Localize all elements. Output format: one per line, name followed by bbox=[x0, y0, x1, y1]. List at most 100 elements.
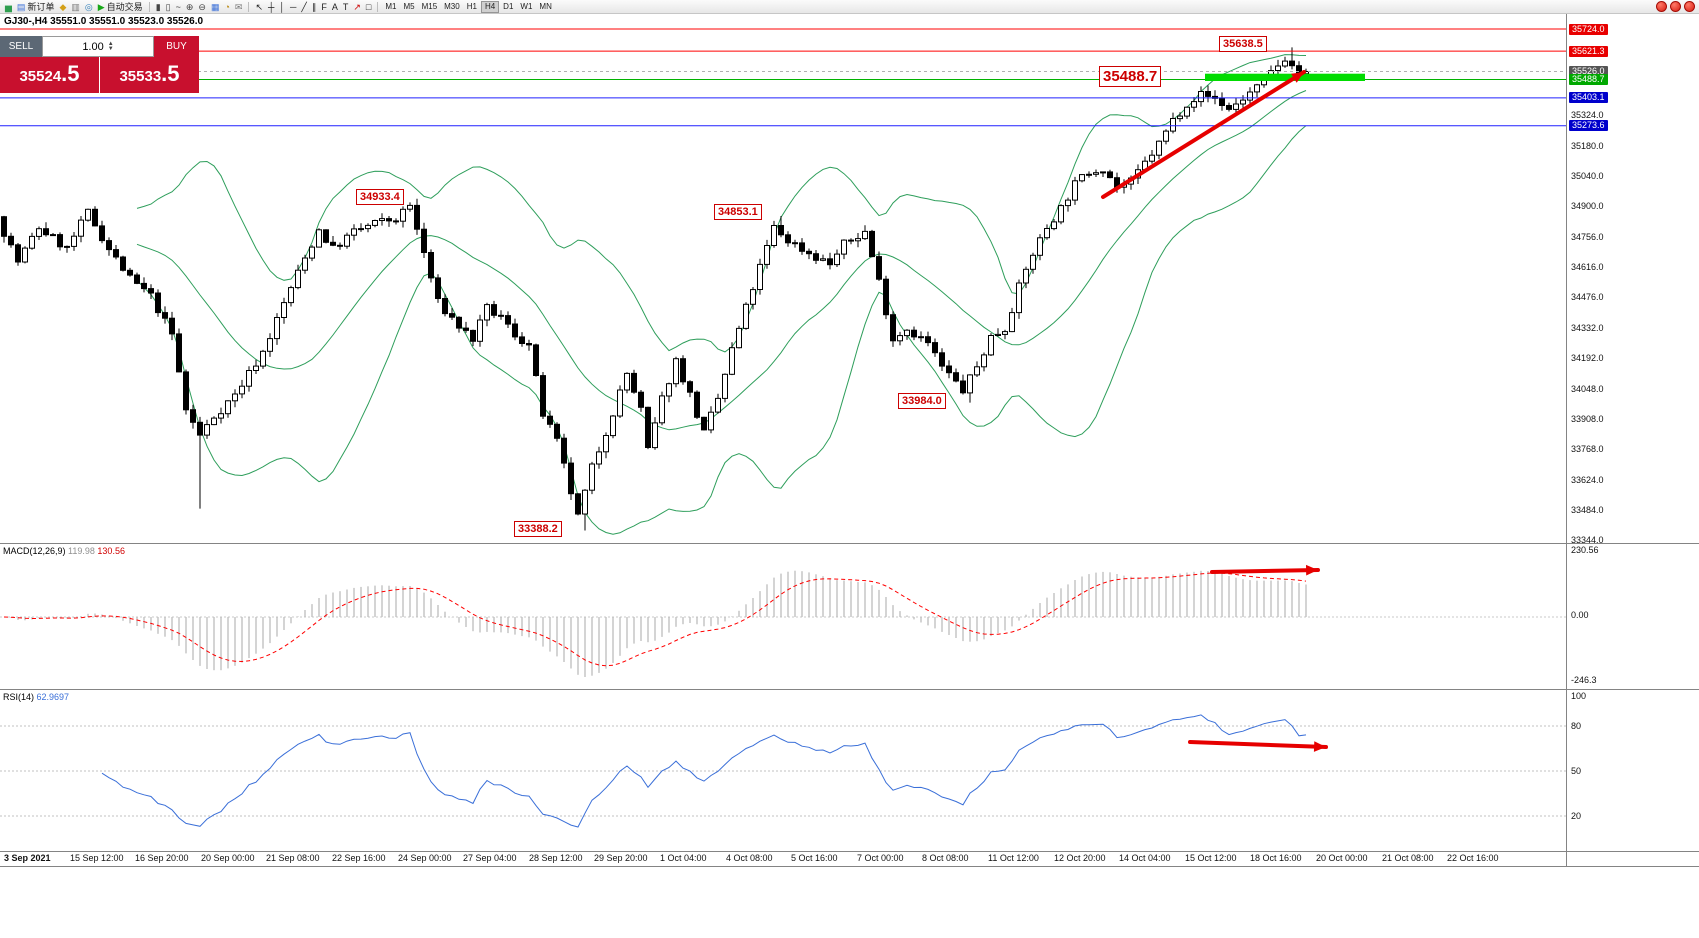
shapes-icon[interactable]: □ bbox=[365, 1, 372, 12]
label-icon[interactable]: T bbox=[342, 1, 349, 12]
price-axis-tag: 35273.6 bbox=[1569, 120, 1608, 131]
line-chart-icon[interactable]: ~ bbox=[175, 1, 181, 12]
rsi-value: 62.9697 bbox=[36, 692, 70, 702]
time-axis-label: 12 Oct 20:00 bbox=[1054, 853, 1106, 863]
new-order-button[interactable]: ▤ 新订单 bbox=[16, 1, 55, 12]
timeframe-h4[interactable]: H4 bbox=[480, 0, 500, 13]
time-axis-label: 1 Oct 04:00 bbox=[660, 853, 707, 863]
price-axis-label: 33344.0 bbox=[1571, 535, 1604, 545]
time-axis-label: 27 Sep 04:00 bbox=[463, 853, 517, 863]
record-icon-3-icon[interactable] bbox=[1684, 1, 1695, 12]
record-icon-1-icon[interactable] bbox=[1656, 1, 1667, 12]
price-axis-label: 33768.0 bbox=[1571, 444, 1604, 454]
time-axis-label: 18 Oct 16:00 bbox=[1250, 853, 1302, 863]
time-axis-label: 11 Oct 12:00 bbox=[988, 853, 1039, 863]
toolbar: ▅ ▤ 新订单 ◆ ▥ ◎ ▶ 自动交易 ▮ ▯ ~ ⊕ ⊖ ▦ ◔ ✉ ↖ ┼ │ ─ ╱ ∥ F A T ↗ □ M1 M5 M15 M… bbox=[0, 0, 1699, 14]
time-axis-label: 3 Sep 2021 bbox=[4, 853, 51, 863]
time-axis-label: 5 Oct 16:00 bbox=[791, 853, 838, 863]
timeframe-w1[interactable]: W1 bbox=[520, 1, 533, 11]
price-axis[interactable]: 35324.0 35180.0 35040.0 34900.0 34756.0 34616… bbox=[1568, 14, 1699, 545]
macd-axis: 230.56 0.00 -246.3 bbox=[1568, 544, 1699, 689]
timeframe-m5[interactable]: M5 bbox=[403, 1, 415, 11]
timeframe-m15[interactable]: M15 bbox=[421, 1, 438, 11]
price-axis-label: 34048.0 bbox=[1571, 384, 1604, 394]
time-axis-label: 28 Sep 12:00 bbox=[529, 853, 583, 863]
rsi-indicator-label: RSI(14) 62.9697 bbox=[3, 692, 69, 702]
timeframe-mn[interactable]: MN bbox=[539, 1, 552, 11]
macd-main-value: 119.98 bbox=[68, 546, 95, 556]
fibonacci-icon[interactable]: F bbox=[321, 1, 327, 12]
time-axis-label: 22 Sep 16:00 bbox=[332, 853, 386, 863]
macd-signal-value: 130.56 bbox=[97, 546, 125, 556]
spinner-down-icon[interactable]: ▼ bbox=[107, 45, 114, 52]
panel-separator[interactable] bbox=[0, 689, 1699, 690]
crosshair-icon[interactable]: ┼ bbox=[268, 1, 275, 12]
timeframe-m1[interactable]: M1 bbox=[385, 1, 397, 11]
price-callout[interactable]: 35638.5 bbox=[1219, 36, 1267, 52]
time-axis-label: 16 Sep 20:00 bbox=[135, 853, 189, 863]
record-icon-2-icon[interactable] bbox=[1670, 1, 1681, 12]
volume-value: 1.00 bbox=[82, 40, 104, 53]
panel-separator[interactable] bbox=[0, 851, 1699, 852]
mail-icon[interactable]: ✉ bbox=[234, 1, 243, 12]
buy-price-tile[interactable]: 35533.5 bbox=[100, 57, 199, 93]
autotrading-button[interactable]: ▶ 自动交易 bbox=[97, 1, 143, 12]
time-axis-label: 8 Oct 08:00 bbox=[922, 853, 969, 863]
rsi-panel-canvas[interactable] bbox=[0, 690, 1566, 851]
arrows-icon[interactable]: ↗ bbox=[353, 1, 361, 12]
time-axis-label: 21 Oct 08:00 bbox=[1382, 853, 1434, 863]
panel-separator[interactable] bbox=[0, 543, 1699, 544]
navigator-icon[interactable]: ◎ bbox=[84, 1, 93, 12]
trendline-icon[interactable]: ╱ bbox=[301, 1, 307, 12]
price-callout[interactable]: 33388.2 bbox=[514, 521, 562, 537]
sell-price-tile[interactable]: 35524.5 bbox=[0, 57, 99, 93]
price-axis-label: 35180.0 bbox=[1571, 141, 1604, 151]
panel-separator bbox=[0, 866, 1699, 867]
sell-button[interactable]: SELL bbox=[0, 36, 42, 57]
timeframe-d1[interactable]: D1 bbox=[503, 1, 514, 11]
rsi-axis-label: 50 bbox=[1571, 766, 1582, 776]
time-axis[interactable]: 3 Sep 2021 15 Sep 12:00 16 Sep 20:00 20 Sep… bbox=[0, 852, 1566, 866]
toolbar-right-icons bbox=[1656, 1, 1695, 12]
zoom-out-icon[interactable]: ⊖ bbox=[198, 1, 206, 12]
horizontal-line-icon[interactable]: ─ bbox=[290, 1, 297, 12]
templates-icon[interactable]: ▥ bbox=[71, 1, 80, 12]
volume-spinner[interactable]: ▲ ▼ bbox=[107, 40, 114, 52]
time-axis-label: 21 Sep 08:00 bbox=[266, 853, 320, 863]
one-click-trading-panel: SELL 1.00 ▲ ▼ BUY 35524.5 35533.5 bbox=[0, 36, 199, 93]
text-icon[interactable]: A bbox=[331, 1, 338, 12]
channel-icon[interactable]: ∥ bbox=[311, 1, 317, 12]
candle-chart-icon[interactable]: ▯ bbox=[165, 1, 171, 12]
vertical-line-icon[interactable]: │ bbox=[279, 1, 286, 12]
cursor-icon[interactable]: ↖ bbox=[255, 1, 263, 12]
buy-button[interactable]: BUY bbox=[154, 36, 199, 57]
rsi-axis: 100 80 50 20 bbox=[1568, 690, 1699, 851]
main-chart-canvas[interactable] bbox=[0, 14, 1566, 543]
price-axis-tag: 35488.7 bbox=[1569, 74, 1608, 85]
bar-chart-icon[interactable]: ▮ bbox=[155, 1, 161, 12]
macd-axis-label: 0.00 bbox=[1571, 610, 1589, 620]
buy-price-fraction: .5 bbox=[161, 61, 180, 86]
volume-input[interactable]: 1.00 ▲ ▼ bbox=[42, 36, 154, 57]
macd-panel-canvas[interactable] bbox=[0, 544, 1566, 689]
price-axis-label: 33624.0 bbox=[1571, 475, 1604, 485]
price-axis-label: 34616.0 bbox=[1571, 262, 1604, 272]
rsi-name: RSI(14) bbox=[3, 692, 35, 702]
time-axis-label: 14 Oct 04:00 bbox=[1119, 853, 1171, 863]
timeframe-h1[interactable]: H1 bbox=[466, 1, 477, 11]
charts-icon[interactable]: ▅ bbox=[5, 1, 12, 12]
price-callout[interactable]: 34853.1 bbox=[714, 204, 762, 220]
spinner-up-icon[interactable]: ▲ bbox=[107, 40, 114, 47]
clock-icon[interactable]: ◔ bbox=[224, 1, 230, 12]
price-callout[interactable]: 34933.4 bbox=[356, 189, 404, 205]
zoom-in-icon[interactable]: ⊕ bbox=[185, 1, 194, 12]
indicators-icon[interactable]: ◆ bbox=[59, 1, 67, 12]
price-callout[interactable]: 33984.0 bbox=[898, 393, 946, 409]
timeframe-m30[interactable]: M30 bbox=[444, 1, 460, 11]
toolbar-separator bbox=[248, 1, 250, 12]
price-callout[interactable]: 35488.7 bbox=[1099, 66, 1162, 87]
tile-windows-icon[interactable]: ▦ bbox=[210, 1, 220, 12]
sell-price-fraction: .5 bbox=[61, 61, 80, 86]
